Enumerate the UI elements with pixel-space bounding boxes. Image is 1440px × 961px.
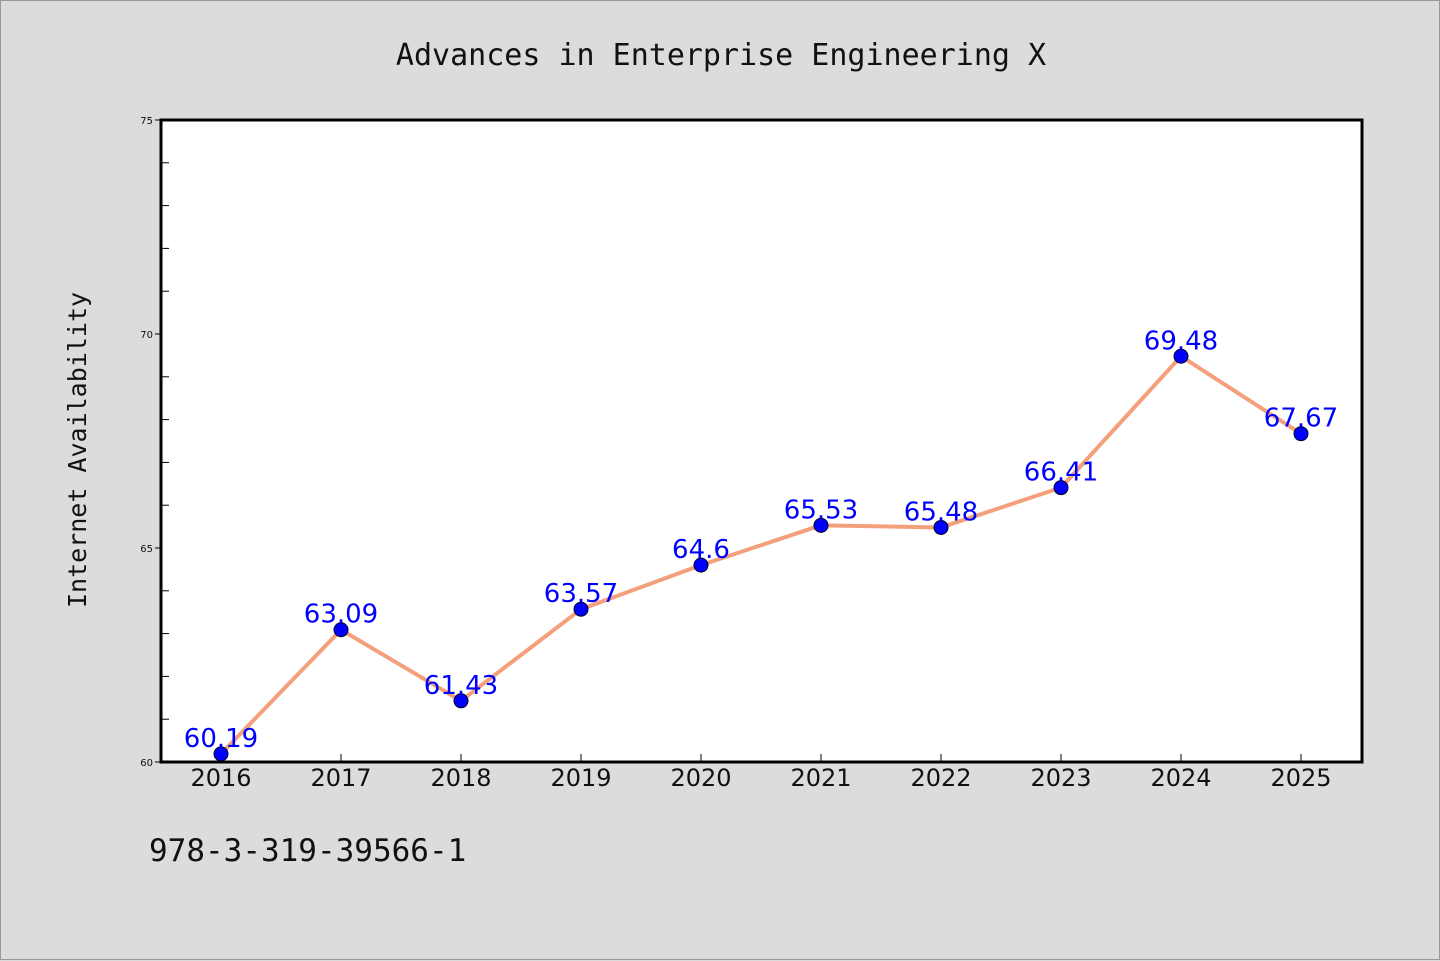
marker-layer (213, 348, 1309, 762)
data-label: 65.53 (784, 495, 858, 525)
data-label: 65.48 (904, 497, 978, 527)
data-label-layer: 60.19 63.09 61.43 63.57 64.6 65.53 65.48 66.41 6… (184, 326, 1338, 754)
data-point (813, 517, 829, 533)
data-point (933, 519, 949, 535)
data-point (1053, 480, 1069, 496)
data-label: 64.6 (672, 535, 730, 565)
data-label: 61.43 (424, 671, 498, 701)
series-line-layer (219, 354, 1303, 756)
data-point (1173, 348, 1189, 364)
x-tick-label: 2024 (1150, 764, 1211, 792)
data-point (693, 557, 709, 573)
data-point (333, 622, 349, 638)
x-tick-label: 2022 (910, 764, 971, 792)
y-tick-label: 70 (140, 330, 153, 341)
x-tick-label: 2016 (190, 764, 251, 792)
x-tick-label: 2019 (550, 764, 611, 792)
x-tick-label: 2025 (1270, 764, 1331, 792)
y-tick-label: 75 (140, 116, 153, 127)
x-tick-label: 2020 (670, 764, 731, 792)
series-line (219, 354, 1303, 756)
footer-code: 978-3-319-39566-1 (149, 833, 467, 869)
data-point (213, 746, 229, 762)
x-tick-label: 2017 (310, 764, 371, 792)
y-tick-label: 60 (140, 758, 153, 769)
x-tick-label: 2018 (430, 764, 491, 792)
data-point (453, 693, 469, 709)
y-axis-title: Internet Availability (63, 292, 92, 608)
data-label: 63.09 (304, 600, 378, 630)
data-label: 63.57 (544, 579, 618, 609)
data-label: 67.67 (1264, 404, 1338, 434)
y-tick-label: 65 (140, 544, 153, 555)
x-tick-label: 2023 (1030, 764, 1091, 792)
data-label: 66.41 (1024, 458, 1098, 488)
data-point (573, 601, 589, 617)
plot-area (159, 118, 1364, 764)
chart-title: Advances in Enterprise Engineering X (396, 38, 1046, 73)
x-tick-label: 2021 (790, 764, 851, 792)
data-label: 60.19 (184, 724, 258, 754)
axis-ticks: 60 65 70 75 2016 2017 2018 2019 2020 2021 2022 2023… (140, 116, 1331, 792)
data-label: 69.48 (1144, 326, 1218, 356)
data-point (1293, 426, 1309, 442)
